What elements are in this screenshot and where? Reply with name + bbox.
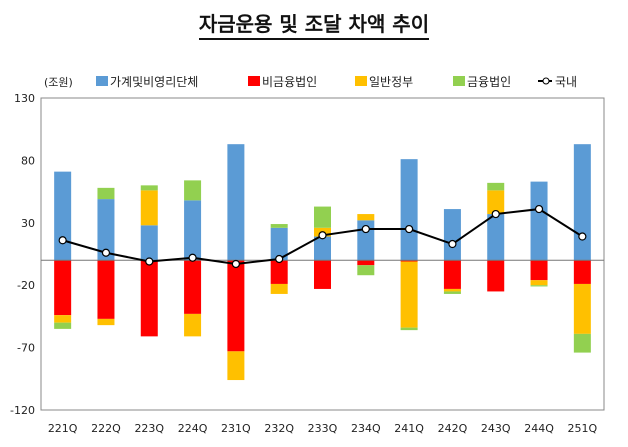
bar-231Q-일반정부: [227, 351, 245, 381]
x-tick-label: 244Q: [524, 422, 554, 435]
bar-222Q-가계및비영리단체: [97, 199, 115, 261]
bar-244Q-금융법인: [530, 285, 548, 287]
x-tick-label: 234Q: [351, 422, 381, 435]
line-point-223Q: [145, 257, 154, 266]
line-point-224Q: [188, 253, 197, 262]
bar-243Q-금융법인: [487, 182, 505, 191]
line-point-233Q: [318, 231, 327, 240]
line-point-232Q: [275, 254, 284, 264]
y-axis-unit: (조원): [44, 76, 73, 89]
x-tick-label: 224Q: [178, 422, 208, 435]
legend-marker: [542, 77, 550, 85]
bar-251Q-일반정부: [573, 283, 591, 334]
bar-243Q-가계및비영리단체: [487, 214, 505, 261]
x-tick-label: 241Q: [394, 422, 424, 435]
bar-224Q-비금융법인: [184, 260, 202, 314]
bar-231Q-가계및비영리단체: [227, 144, 245, 261]
bar-233Q-비금융법인: [314, 260, 331, 289]
legend-label: 가계및비영리단체: [110, 75, 198, 89]
bar-232Q-일반정부: [270, 283, 288, 294]
line-point-251Q: [578, 232, 587, 241]
y-tick-label: 30: [21, 217, 35, 230]
y-tick-label: -70: [17, 342, 35, 355]
bar-241Q-가계및비영리단체: [400, 159, 418, 261]
bar-234Q-일반정부: [357, 214, 375, 221]
bar-223Q-일반정부: [140, 190, 158, 226]
bar-251Q-금융법인: [573, 333, 591, 353]
line-point-241Q: [405, 224, 414, 234]
x-tick-label: 251Q: [568, 422, 598, 435]
bar-242Q-일반정부: [443, 288, 461, 292]
legend-swatch: [96, 76, 108, 86]
x-tick-label: 222Q: [91, 422, 121, 435]
x-tick-label: 233Q: [308, 422, 338, 435]
bar-251Q-비금융법인: [573, 260, 591, 284]
line-point-243Q: [491, 209, 500, 219]
x-tick-label: 221Q: [48, 422, 78, 435]
bar-222Q-일반정부: [97, 318, 115, 326]
legend-label: 금융법인: [467, 75, 511, 89]
bar-244Q-일반정부: [530, 280, 548, 286]
line-point-221Q: [58, 236, 67, 245]
y-tick-label: 80: [21, 154, 35, 167]
x-tick-label: 242Q: [438, 422, 468, 435]
x-tick-label: 243Q: [481, 422, 511, 435]
bar-242Q-금융법인: [443, 291, 461, 294]
legend-label: 국내: [555, 75, 577, 89]
bar-241Q-비금융법인: [400, 260, 418, 262]
bar-232Q-비금융법인: [270, 260, 288, 284]
bar-242Q-가계및비영리단체: [443, 209, 461, 261]
bar-243Q-비금융법인: [487, 260, 505, 292]
bar-244Q-비금융법인: [530, 260, 548, 281]
bar-243Q-일반정부: [487, 190, 505, 215]
bar-221Q-금융법인: [54, 322, 72, 329]
chart-title: 자금운용 및 조달 차액 추이: [0, 8, 628, 40]
bar-241Q-일반정부: [400, 261, 418, 328]
line-point-244Q: [534, 204, 544, 214]
y-tick-label: 130: [14, 92, 35, 105]
line-point-234Q: [361, 224, 370, 234]
x-tick-label: 231Q: [221, 422, 251, 435]
bar-224Q-일반정부: [184, 313, 202, 337]
line-point-231Q: [231, 259, 240, 269]
bar-241Q-금융법인: [400, 327, 418, 331]
bar-222Q-금융법인: [97, 187, 115, 200]
y-tick-label: -20: [17, 279, 35, 292]
x-tick-label: 223Q: [134, 422, 164, 435]
legend-swatch: [248, 76, 260, 86]
bar-234Q-금융법인: [357, 265, 375, 276]
bar-221Q-일반정부: [54, 315, 72, 323]
legend-label: 일반정부: [369, 75, 413, 89]
bar-222Q-비금융법인: [97, 260, 115, 319]
legend-label: 비금융법인: [262, 75, 317, 89]
bar-223Q-비금융법인: [140, 260, 158, 337]
bar-221Q-비금융법인: [54, 260, 72, 316]
bar-223Q-금융법인: [140, 185, 158, 191]
legend-swatch: [453, 76, 465, 86]
bar-233Q-금융법인: [314, 206, 331, 228]
bar-221Q-가계및비영리단체: [54, 171, 72, 261]
line-point-242Q: [448, 239, 457, 249]
bar-251Q-가계및비영리단체: [573, 144, 591, 261]
bar-224Q-금융법인: [184, 180, 202, 201]
bar-223Q-가계및비영리단체: [140, 225, 158, 261]
bar-231Q-비금융법인: [227, 260, 245, 352]
y-tick-label: -120: [10, 404, 35, 417]
bar-234Q-비금융법인: [357, 260, 375, 266]
bar-244Q-가계및비영리단체: [530, 181, 548, 261]
legend-swatch: [355, 76, 367, 86]
line-point-222Q: [101, 248, 111, 257]
bar-233Q-가계및비영리단체: [314, 236, 331, 261]
bar-232Q-금융법인: [270, 224, 288, 228]
x-tick-label: 232Q: [264, 422, 294, 435]
bar-232Q-가계및비영리단체: [270, 227, 288, 261]
bar-242Q-비금융법인: [443, 260, 461, 289]
legend: 가계및비영리단체 비금융법인 일반정부 금융법인 국내: [96, 75, 577, 89]
plot-area: [40, 97, 605, 411]
chart-title-text: 자금운용 및 조달 차액 추이: [198, 12, 430, 40]
bar-224Q-가계및비영리단체: [184, 200, 202, 261]
